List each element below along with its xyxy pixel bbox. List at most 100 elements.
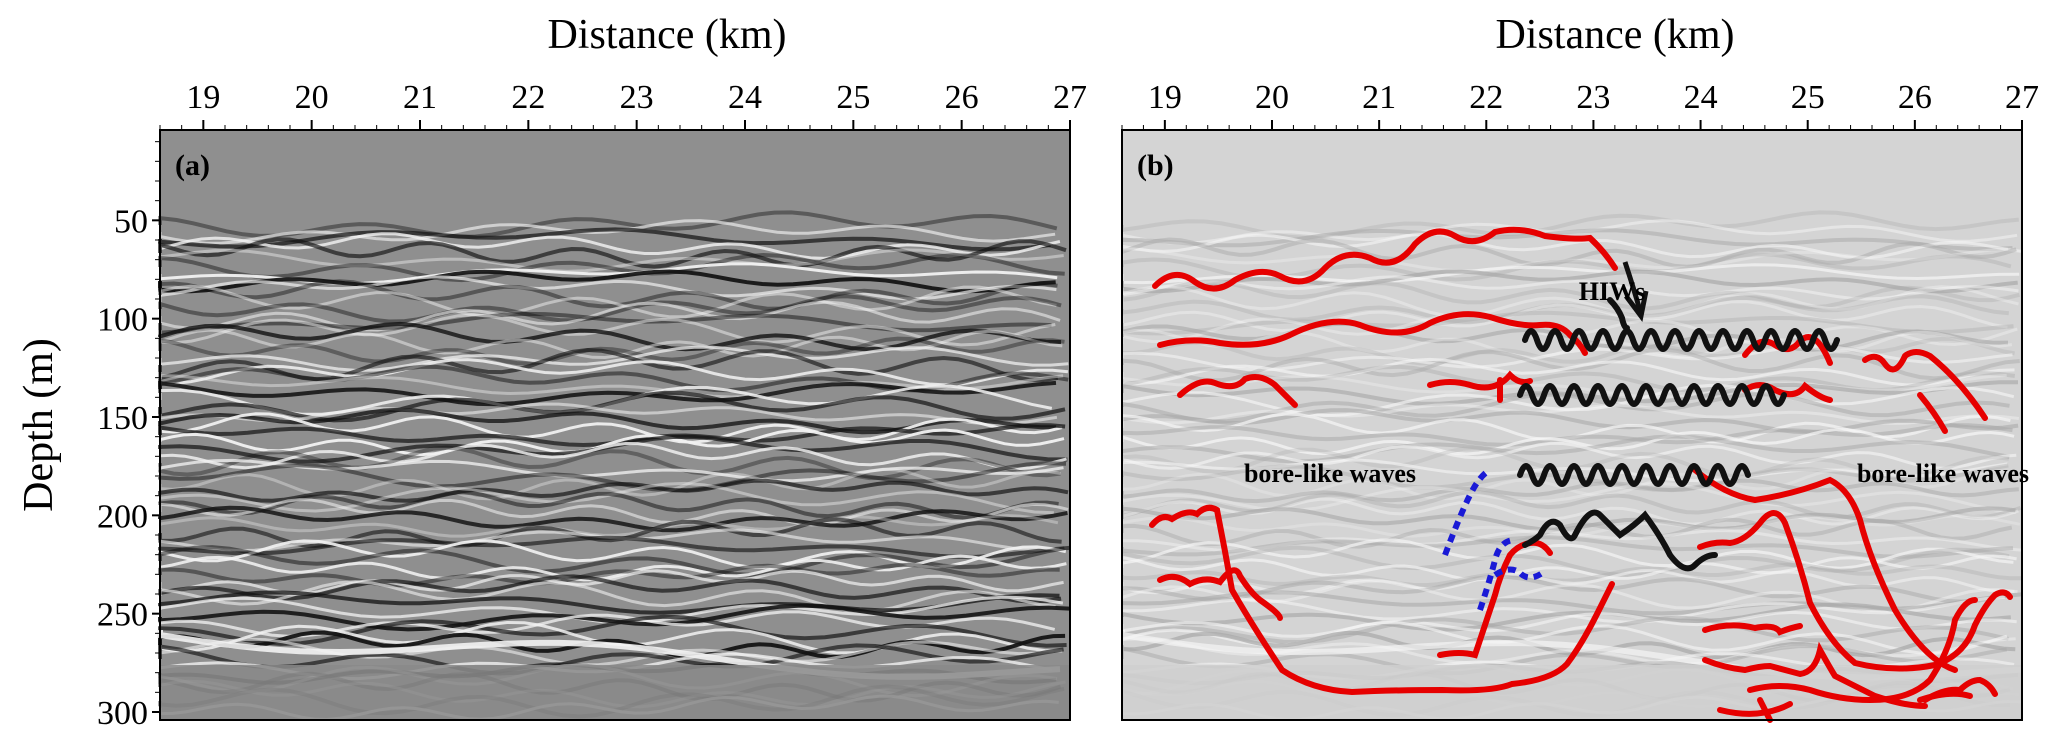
reflection-line bbox=[158, 441, 1067, 471]
reflection-line bbox=[158, 328, 1063, 360]
reflection-line bbox=[1122, 357, 2015, 387]
reflection-line bbox=[1122, 602, 2011, 632]
panel-a: (a) Distance (km) 19 20 21 22 23 24 25 26 27 50 1… bbox=[16, 12, 1087, 732]
reflection-line bbox=[1122, 631, 2016, 660]
x-tick-label: 20 bbox=[1255, 79, 1289, 116]
panel-b-x-axis-label: Distance (km) bbox=[1495, 12, 1734, 58]
panel-b: (b) HIWs bore-like waves bore-like waves… bbox=[1121, 12, 2039, 723]
red-horizons bbox=[1149, 226, 2013, 723]
reflection-line bbox=[1122, 545, 2010, 578]
reflection-line bbox=[158, 219, 1056, 245]
reflection-line bbox=[1122, 467, 2011, 501]
reflection-line bbox=[1122, 275, 2019, 301]
panel-b-label: (b) bbox=[1137, 149, 1174, 182]
reflection-line bbox=[1122, 279, 2020, 311]
x-tick-label: 24 bbox=[1684, 79, 1718, 116]
panel-b-x-ticks: 19 20 21 22 23 24 25 26 27 bbox=[1121, 79, 2039, 130]
reflection-line bbox=[1122, 237, 2017, 269]
y-tick-label: 250 bbox=[97, 597, 148, 634]
panel-a-x-axis-label: Distance (km) bbox=[547, 12, 786, 58]
reflection-line bbox=[158, 428, 1065, 457]
reflection-line bbox=[1122, 263, 2020, 285]
reflection-line bbox=[1122, 562, 2022, 588]
sediment-band bbox=[160, 665, 1070, 720]
reflection-line bbox=[1122, 228, 2013, 252]
reflection-line bbox=[1122, 538, 2014, 570]
y-tick-label: 150 bbox=[97, 400, 148, 437]
reflection-line bbox=[158, 248, 1064, 273]
reflection-line bbox=[1122, 441, 2017, 470]
reflection-line bbox=[1122, 300, 2008, 333]
x-tick-label: 23 bbox=[620, 79, 654, 116]
reflection-line bbox=[1122, 554, 2017, 582]
reflection-line bbox=[158, 505, 1068, 533]
reflection-line bbox=[158, 574, 1062, 604]
x-tick-label: 20 bbox=[295, 79, 329, 116]
reflection-line bbox=[1122, 232, 2022, 260]
reflection-line bbox=[1122, 637, 2016, 666]
reflection-line bbox=[158, 554, 1067, 582]
x-tick-label: 22 bbox=[511, 79, 545, 116]
reflection-line bbox=[158, 284, 1057, 319]
reflection-line bbox=[1122, 383, 2015, 418]
reflection-line bbox=[1122, 535, 2014, 559]
reflection-line bbox=[1122, 210, 2019, 240]
x-tick-label: 23 bbox=[1576, 79, 1610, 116]
x-tick-label: 27 bbox=[1053, 79, 1087, 116]
x-tick-label: 21 bbox=[403, 79, 437, 116]
reflection-line bbox=[158, 590, 1060, 615]
panel-a-reflections bbox=[157, 210, 1070, 720]
reflection-line bbox=[158, 232, 1061, 260]
y-tick-label: 300 bbox=[97, 695, 148, 732]
x-tick-label: 25 bbox=[836, 79, 870, 116]
panel-a-label: (a) bbox=[175, 149, 210, 182]
reflection-line bbox=[1122, 403, 2020, 425]
reflection-line bbox=[158, 412, 1063, 444]
reflection-line bbox=[158, 336, 1065, 366]
reflection-line bbox=[158, 461, 1067, 493]
reflection-line bbox=[1122, 643, 2008, 676]
reflection-line bbox=[158, 269, 1056, 294]
reflection-line bbox=[158, 321, 1062, 352]
reflection-line bbox=[158, 237, 1067, 269]
x-tick-label: 22 bbox=[1469, 79, 1503, 116]
reflection-line bbox=[158, 445, 1061, 481]
sediment-band bbox=[1122, 665, 2022, 720]
x-tick-label: 24 bbox=[728, 79, 762, 116]
y-tick-label: 200 bbox=[97, 498, 148, 535]
reflection-line bbox=[1122, 294, 2010, 324]
reflection-line bbox=[158, 358, 1069, 387]
y-tick-label: 100 bbox=[97, 302, 148, 339]
reflection-line bbox=[158, 279, 1058, 311]
reflection-line bbox=[158, 373, 1064, 399]
x-tick-label: 19 bbox=[1148, 79, 1182, 116]
reflection-line bbox=[158, 227, 1051, 252]
reflection-line bbox=[1122, 478, 2019, 504]
reflection-line bbox=[158, 294, 1062, 324]
reflection-line bbox=[158, 345, 1069, 372]
reflection-line bbox=[158, 275, 1057, 301]
reflection-line bbox=[158, 637, 1054, 667]
bore-like-waves-right-annotation: bore-like waves bbox=[1857, 459, 2029, 488]
x-tick-label: 19 bbox=[186, 79, 220, 116]
reflection-line bbox=[1122, 434, 2010, 464]
reflection-line bbox=[158, 311, 1052, 335]
reflection-line bbox=[1122, 408, 2019, 435]
x-tick-label: 25 bbox=[1791, 79, 1825, 116]
reflection-line bbox=[158, 514, 1059, 538]
reflection-line bbox=[158, 603, 1070, 632]
x-tick-label: 21 bbox=[1362, 79, 1396, 116]
reflection-line bbox=[158, 458, 1064, 483]
x-tick-label: 27 bbox=[2005, 79, 2039, 116]
panel-a-y-ticks: 50 100 150 200 250 300 bbox=[97, 141, 160, 732]
reflection-line bbox=[158, 545, 1065, 577]
y-axis-label: Depth (m) bbox=[16, 338, 62, 512]
black-hiws bbox=[1517, 297, 1840, 572]
reflection-line bbox=[158, 252, 1065, 283]
x-tick-label: 26 bbox=[1898, 79, 1932, 116]
reflection-line bbox=[158, 481, 1054, 515]
panel-a-x-ticks: 19 20 21 22 23 24 25 26 27 bbox=[159, 79, 1087, 130]
reflection-line bbox=[158, 390, 1066, 423]
hiws-arrow bbox=[1622, 261, 1649, 322]
